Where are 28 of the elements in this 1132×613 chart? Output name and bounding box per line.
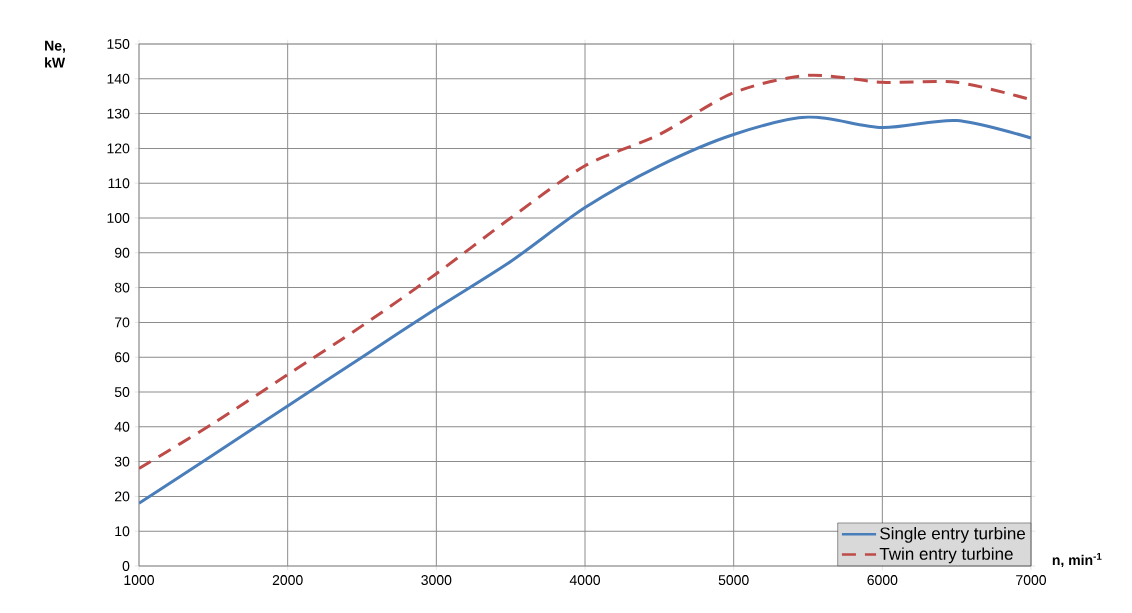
y-tick-label: 150 <box>107 39 130 49</box>
x-tick-label: 7000 <box>1016 575 1047 586</box>
x-tick-label: 3000 <box>421 575 452 586</box>
text: n, min$^{-1}$ <box>1052 552 1102 568</box>
y-tick-label: 10 <box>115 526 130 537</box>
y-tick-label: 70 <box>115 317 130 328</box>
x-tick-label: 2000 <box>272 575 303 586</box>
y-tick-label: 130 <box>107 108 130 119</box>
y-tick-label: 120 <box>107 143 130 154</box>
y-tick-label: 40 <box>114 421 130 432</box>
y-tick-label: 0 <box>122 561 130 571</box>
y-tick-label: 50 <box>114 387 130 397</box>
y-axis-title: Ne, kW <box>45 40 66 68</box>
x-tick-label: 1000 <box>124 575 155 586</box>
y-tick-label: 140 <box>107 73 130 84</box>
y-tick-label: 100 <box>107 213 130 223</box>
y-tick-label: 60 <box>115 352 130 363</box>
legend-label: Twin entry turbine <box>879 547 1013 564</box>
y-tick-label: 110 <box>108 178 130 189</box>
legend-label: Single entry turbine <box>880 526 1026 543</box>
x-tick-label: 6000 <box>867 575 898 586</box>
x-tick-label: 4000 <box>569 575 601 586</box>
y-tick-label: 30 <box>114 456 130 467</box>
y-tick-label: 80 <box>114 282 130 293</box>
y-tick-label: 20 <box>115 491 130 502</box>
x-tick-label: 5000 <box>718 575 749 586</box>
line-series <box>139 115 1032 505</box>
y-tick-label: 90 <box>114 247 130 258</box>
